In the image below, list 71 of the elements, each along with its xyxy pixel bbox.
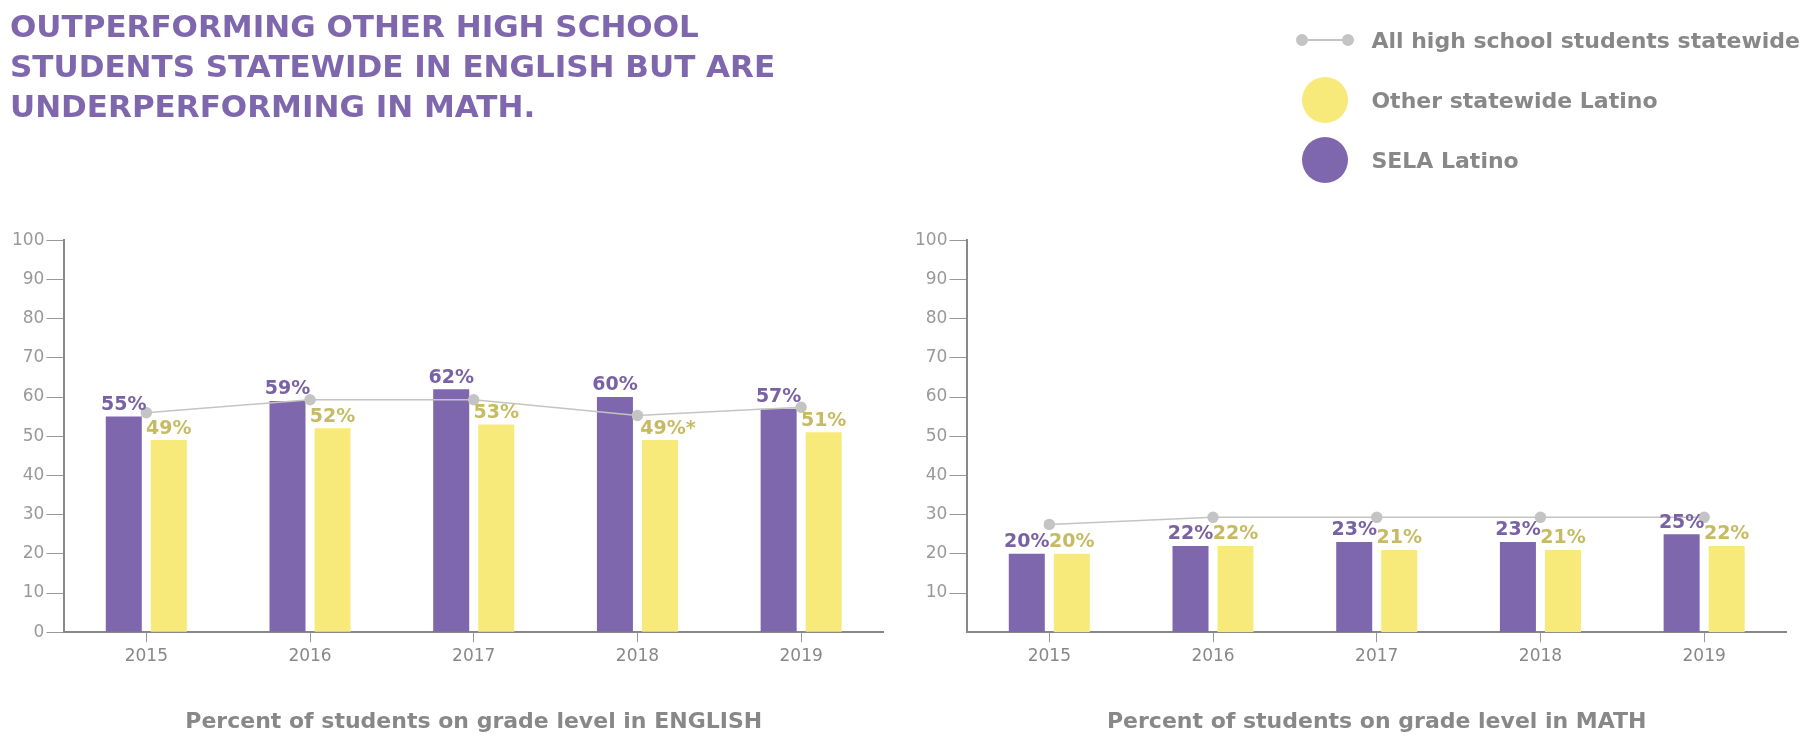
legend-label: SELA Latino (1371, 147, 1519, 173)
x-tick-label: 2019 (1682, 644, 1726, 665)
data-label: 21% (1540, 525, 1586, 548)
data-label: 23% (1331, 517, 1377, 540)
y-tick-label: 10 (22, 581, 45, 602)
x-axis-title: Percent of students on grade level in ENGLISH (185, 707, 763, 733)
y-tick-label: 60 (925, 385, 948, 406)
x-tick-label: 2018 (1518, 644, 1563, 665)
y-tick-label: 80 (925, 307, 948, 328)
chart-title: OUTPERFORMING OTHER HIGH SCHOOL STUDENTS STATEWIDE IN ENGLISH BUT ARE UNDERPERFORMING IN MATH. (10, 7, 777, 126)
x-axis-title: Percent of students on grade level in MATH (1106, 707, 1647, 733)
y-tick-label: 90 (22, 267, 45, 288)
y-tick-label: 30 (22, 503, 45, 524)
x-tick-label: 2015 (1027, 644, 1071, 665)
y-tick-label: 0 (33, 620, 45, 641)
bar (478, 424, 515, 632)
bar (269, 400, 306, 632)
bar (760, 408, 797, 632)
y-tick-label: 100 (11, 228, 45, 249)
y-tick-label: 10 (925, 581, 948, 602)
data-label: 21% (1376, 525, 1422, 548)
data-label: 20% (1049, 529, 1095, 552)
data-label: 49% (146, 415, 192, 438)
point (795, 401, 807, 413)
data-label: 60% (592, 372, 638, 395)
y-tick-label: 30 (925, 503, 948, 524)
x-tick-label: 2017 (1355, 644, 1399, 665)
bar (596, 397, 633, 632)
bar (641, 440, 678, 632)
point (304, 393, 316, 406)
data-label: 20% (1004, 529, 1050, 552)
y-tick-label: 40 (22, 463, 45, 484)
y-tick-label: 100 (914, 228, 948, 249)
y-tick-label: 20 (22, 542, 45, 563)
bar (150, 440, 187, 632)
x-tick-label: 2017 (452, 644, 496, 665)
y-tick-label: 50 (22, 424, 45, 445)
y-tick-label: 50 (925, 424, 948, 445)
data-label: 23% (1495, 517, 1541, 540)
bar (105, 416, 142, 632)
y-tick-label: 90 (925, 267, 948, 288)
data-label: 55% (101, 392, 147, 415)
data-label: 22% (1703, 521, 1750, 544)
data-label: 52% (309, 403, 356, 426)
data-label: 62% (428, 364, 474, 387)
data-label: 57% (755, 384, 802, 407)
data-label: 53% (473, 399, 519, 422)
data-label: 25% (1658, 509, 1705, 532)
y-tick-label: 70 (22, 346, 45, 367)
point (467, 393, 480, 406)
data-label: 59% (264, 376, 311, 399)
x-tick-label: 2016 (288, 644, 332, 665)
point (631, 409, 644, 422)
legend-label: All high school students statewide (1371, 27, 1800, 53)
x-tick-label: 2015 (124, 644, 168, 665)
data-label: 49%* (640, 415, 696, 438)
x-tick-label: 2016 (1191, 644, 1235, 665)
data-label: 22% (1167, 521, 1214, 544)
x-tick-label: 2018 (615, 644, 660, 665)
data-label: 51% (800, 407, 847, 430)
bar (314, 428, 351, 632)
bar (433, 389, 470, 632)
y-tick-label: 70 (925, 346, 948, 367)
data-label: 22% (1212, 521, 1259, 544)
legend-label: Other statewide Latino (1371, 87, 1658, 113)
y-tick-label: 40 (925, 463, 948, 484)
y-tick-label: 80 (22, 307, 45, 328)
y-tick-label: 20 (925, 542, 948, 563)
x-tick-label: 2019 (779, 644, 823, 665)
bar (805, 432, 842, 632)
y-tick-label: 60 (22, 385, 45, 406)
